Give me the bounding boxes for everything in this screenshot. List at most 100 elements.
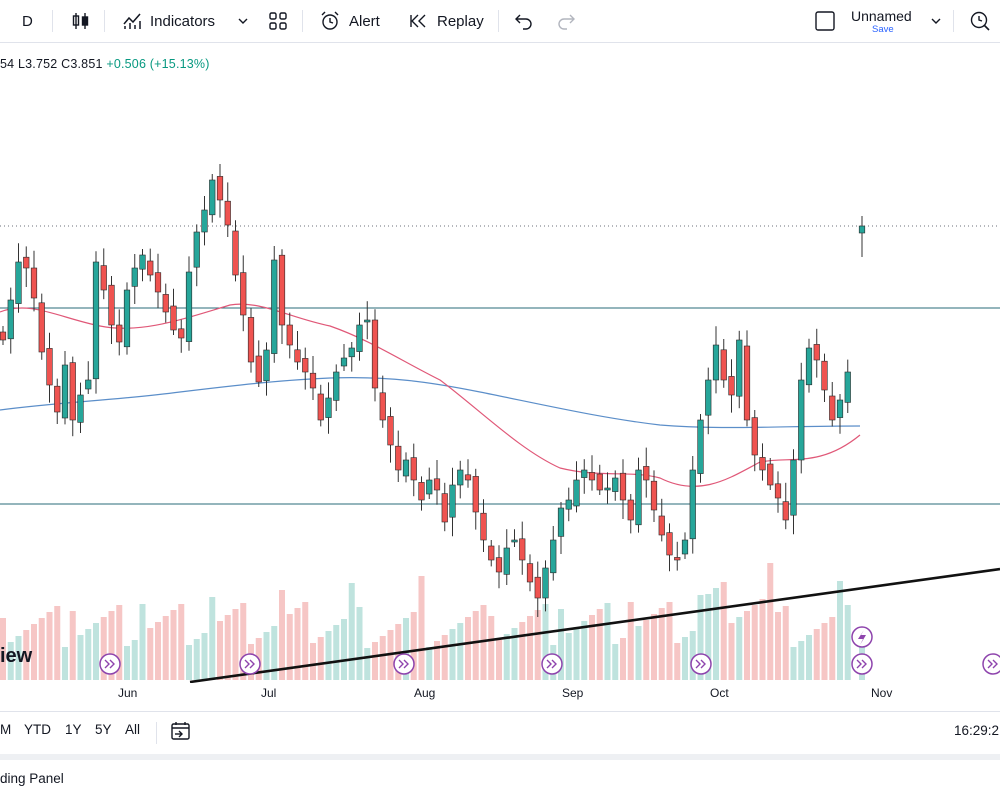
candle-body: [216, 176, 224, 201]
candle-body: [751, 417, 758, 456]
volume-bar: [124, 646, 130, 680]
candle-body: [790, 459, 797, 516]
range-button-5y[interactable]: 5Y: [95, 722, 112, 737]
redo-button[interactable]: [556, 0, 576, 42]
volume-bar: [775, 612, 781, 680]
indicators-dropdown[interactable]: [237, 0, 249, 42]
volume-bar: [85, 629, 92, 680]
chart-type-button[interactable]: [70, 0, 92, 42]
rewind-icon: [410, 14, 426, 28]
volume-bar: [356, 607, 363, 680]
chevron-down-icon: [931, 18, 941, 24]
redo-icon: [558, 14, 575, 30]
candle-body: [193, 231, 200, 268]
candle-body: [433, 478, 441, 491]
candle-body: [7, 299, 14, 340]
brand-watermark: iew: [0, 645, 33, 667]
candle-body: [526, 563, 534, 583]
volume-bar: [31, 624, 37, 680]
volume-bar: [806, 635, 812, 680]
volume-bar: [674, 643, 681, 680]
event-marker-icon: [99, 653, 121, 675]
candle-body: [480, 512, 487, 541]
templates-button[interactable]: [268, 0, 288, 42]
volume-bar: [372, 642, 378, 680]
toolbar-divider: [104, 10, 105, 32]
candle-body: [162, 294, 169, 313]
calendar-arrow-icon: [171, 722, 190, 740]
candle-body: [712, 344, 720, 381]
candle-body: [232, 230, 239, 276]
volume-bar: [519, 622, 526, 680]
candle-body: [635, 469, 642, 526]
volume-bar: [465, 617, 471, 680]
quick-search-button[interactable]: [968, 0, 992, 42]
volume-bar: [317, 637, 324, 680]
replay-button[interactable]: Replay: [408, 0, 484, 42]
candle-body: [844, 371, 851, 403]
event-arrow-icon: [987, 659, 998, 669]
volume-bar: [178, 604, 185, 680]
volume-bar: [744, 611, 750, 680]
layout-name[interactable]: Unnamed: [851, 8, 912, 24]
toolbar-divider: [156, 722, 157, 744]
volume-bar: [147, 628, 154, 680]
undo-button[interactable]: [514, 0, 534, 42]
volume-bar: [348, 583, 355, 680]
legend-close: C3.851: [61, 57, 103, 71]
indicators-button[interactable]: Indicators: [122, 0, 215, 42]
range-button-1y[interactable]: 1Y: [65, 722, 82, 737]
trading-panel-tab[interactable]: ding Panel: [0, 771, 64, 786]
candle-body: [550, 539, 557, 574]
candle-body: [271, 259, 278, 354]
volume-bar: [457, 623, 464, 680]
candle-body: [728, 376, 735, 396]
moving-average-short: [0, 303, 861, 487]
candle-body: [170, 305, 177, 331]
volume-bar: [271, 626, 278, 680]
candle-body: [519, 538, 526, 561]
layout-button[interactable]: [814, 0, 836, 42]
layout-dropdown[interactable]: [930, 0, 942, 42]
interval-button[interactable]: D: [22, 12, 33, 30]
candle-body: [426, 479, 433, 495]
undo-icon: [515, 14, 532, 30]
clock[interactable]: 16:29:2: [954, 723, 1000, 738]
range-button-ytd[interactable]: YTD: [24, 722, 51, 737]
volume-bar: [108, 611, 115, 680]
candle-body: [108, 284, 115, 326]
candle-body: [387, 416, 394, 446]
candle-body: [619, 472, 627, 501]
candle-body: [139, 254, 146, 270]
alert-button[interactable]: Alert: [319, 0, 380, 42]
volume-bar: [162, 616, 169, 680]
volume-bar: [720, 582, 727, 680]
event-arrow-icon: [104, 659, 115, 669]
candle-body: [689, 469, 696, 540]
volume-bar: [627, 602, 634, 680]
candle-body: [77, 394, 84, 423]
candle-body: [829, 395, 836, 421]
candle-body: [123, 289, 131, 348]
candle-body: [836, 399, 844, 418]
candle-body: [224, 200, 231, 226]
save-link[interactable]: Save: [872, 24, 894, 35]
candle-body: [317, 393, 324, 421]
candle-body: [364, 319, 371, 323]
volume-bar: [116, 605, 123, 680]
range-button-all[interactable]: All: [125, 722, 141, 737]
volume-bar: [7, 642, 14, 680]
event-arrow-icon: [856, 659, 867, 669]
candle-body: [581, 469, 588, 478]
range-button-m[interactable]: M: [0, 722, 12, 737]
price-chart[interactable]: [0, 43, 1000, 683]
legend-low: L3.752: [18, 57, 58, 71]
volume-bar: [201, 633, 208, 680]
goto-date-button[interactable]: [170, 720, 192, 747]
candle-body: [743, 345, 751, 421]
chevron-down-icon: [238, 18, 248, 24]
candle-body: [100, 265, 107, 291]
grid-icon: [269, 12, 287, 30]
volume-bar: [131, 640, 138, 680]
volume-bar: [503, 634, 510, 680]
